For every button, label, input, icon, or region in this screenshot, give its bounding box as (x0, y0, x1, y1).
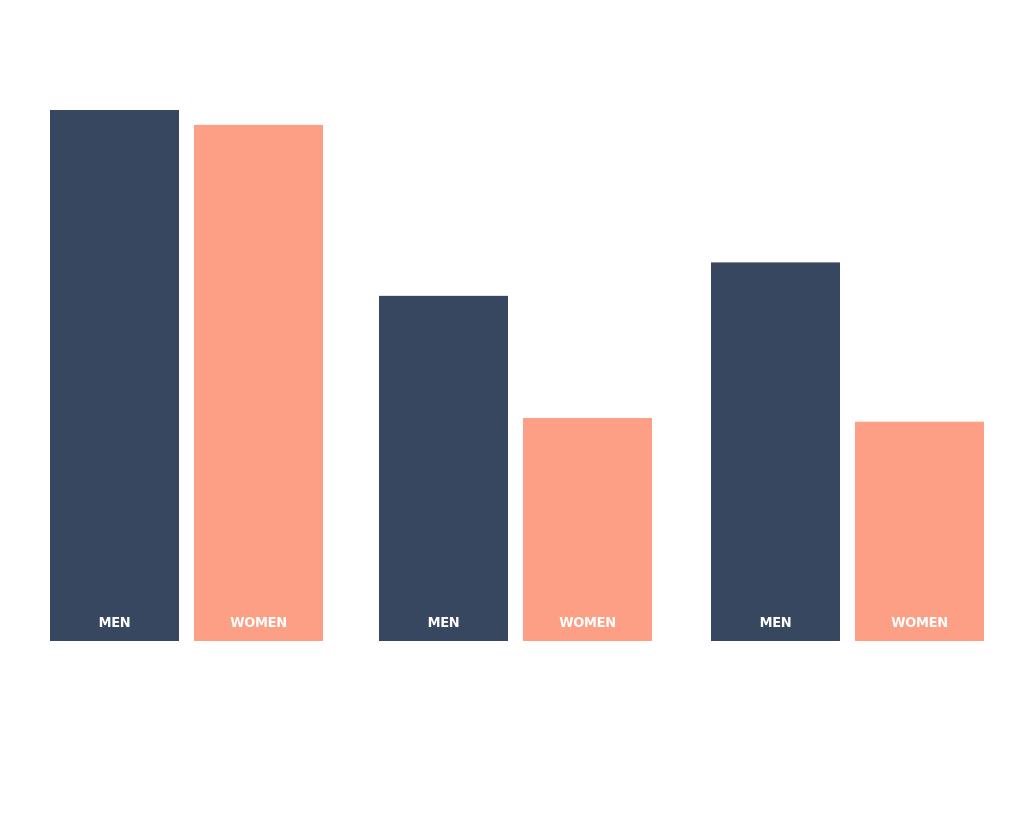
bars-layer (50, 110, 984, 642)
bar-label-women-2: WOMEN (559, 616, 616, 631)
bar-men-1 (50, 110, 179, 641)
bar-label-men-1: MEN (99, 616, 131, 631)
bar-label-women-1: WOMEN (230, 616, 287, 631)
bar-women-1 (194, 124, 323, 642)
bar-men-2 (379, 295, 508, 641)
bar-label-men-2: MEN (428, 616, 460, 631)
bar-men-3 (711, 262, 840, 641)
bar-women-2 (523, 417, 652, 641)
bar-label-women-3: WOMEN (891, 616, 948, 631)
bar-women-3 (855, 421, 984, 641)
bar-labels-layer: MEN WOMEN MEN WOMEN MEN WOMEN (99, 616, 948, 631)
bar-label-men-3: MEN (760, 616, 792, 631)
